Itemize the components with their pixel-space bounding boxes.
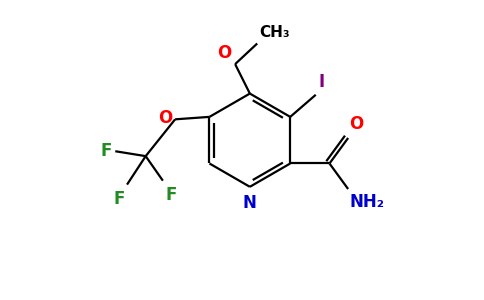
Text: NH₂: NH₂: [349, 193, 385, 211]
Text: CH₃: CH₃: [260, 25, 290, 40]
Text: F: F: [101, 142, 112, 160]
Text: I: I: [318, 73, 324, 91]
Text: O: O: [158, 109, 172, 127]
Text: O: O: [217, 44, 231, 62]
Text: F: F: [113, 190, 124, 208]
Text: F: F: [166, 186, 177, 204]
Text: N: N: [243, 194, 257, 212]
Text: O: O: [349, 115, 364, 133]
